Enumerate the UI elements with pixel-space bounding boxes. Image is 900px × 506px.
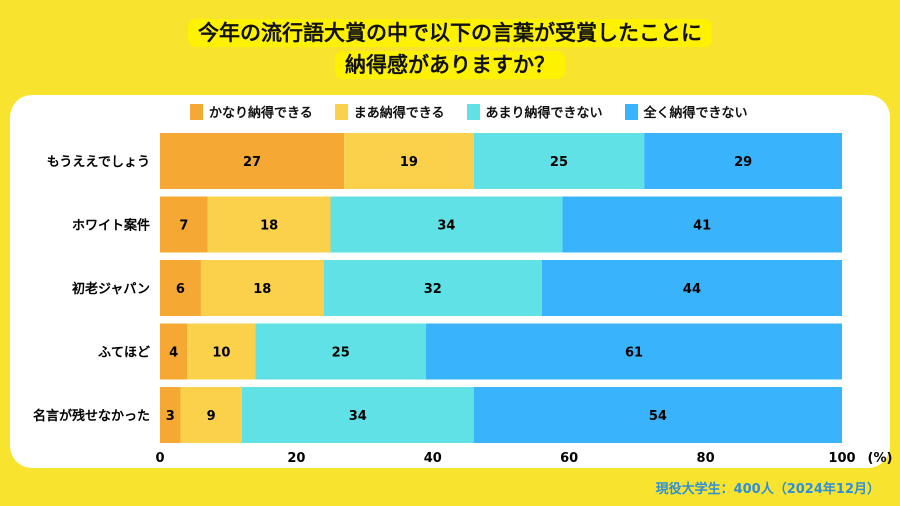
bar-segment [160,387,181,443]
bar-segment [180,387,242,443]
bar-segment [425,323,842,380]
x-tick-label: 20 [287,451,305,466]
bar-segment [160,260,201,316]
data-label: 4 [169,346,178,361]
legend-swatch [334,103,348,120]
category-label: もうええでしょう [47,155,150,170]
bar-segment [160,196,208,253]
legend-item: あまり納得できない [466,102,603,121]
legend-item: かなり納得できる [190,102,313,121]
legend-label: あまり納得できない [485,106,603,121]
bar-segment [562,196,842,253]
data-label: 18 [260,219,278,234]
bar-segment [200,260,324,316]
category-label: 名言が残せなかった [33,408,150,424]
data-label: 44 [683,282,701,297]
data-label: 9 [207,409,216,424]
bar-segment [323,260,542,316]
bar-segment [241,387,474,443]
chart-title-line2: 納得感がありますか？ [0,50,900,80]
legend-label: まあ納得できる [353,106,445,121]
data-label: 34 [349,409,367,424]
bar-segment [644,133,842,189]
legend-label: かなり納得できる [209,106,313,121]
legend-label: 全く納得できない [643,106,748,121]
x-tick-label: 80 [697,451,715,466]
data-label: 18 [253,282,271,297]
legend-swatch [466,103,480,120]
data-label: 6 [176,282,185,297]
bar-segment [473,133,645,189]
category-label: ふてほど [98,346,150,361]
chart-title-line1: 今年の流行語大賞の中で以下の言葉が受賞したことに [0,18,900,48]
legend-swatch [190,103,203,120]
bar-segment [473,387,842,443]
bar-segment [207,196,331,253]
data-label: 54 [649,409,667,424]
data-label: 29 [734,155,752,170]
category-label: 初老ジャパン [72,281,150,297]
x-unit-label: (%) [868,451,893,466]
legend: かなり納得できる まあ納得できる あまり納得できない 全く納得できない [190,102,748,121]
bar-segment [160,323,188,380]
data-label: 34 [437,219,455,234]
legend-swatch [624,103,638,120]
data-label: 27 [243,155,261,170]
data-label: 19 [400,155,418,170]
bar-segment [187,323,256,380]
data-label: 7 [179,219,188,234]
bar-segment [541,260,842,316]
x-tick-label: 100 [828,451,855,466]
legend-item: まあ納得できる [334,102,445,121]
data-label: 61 [625,346,643,361]
x-tick-label: 40 [424,451,442,466]
data-label: 25 [332,346,350,361]
data-label: 25 [550,155,568,170]
data-label: 32 [424,282,442,297]
data-label: 10 [212,346,230,361]
x-tick-label: 0 [155,451,164,466]
bar-segment [344,133,474,189]
category-label: ホワイト案件 [72,218,150,234]
legend-item: 全く納得できない [624,102,748,121]
data-label: 41 [693,219,711,234]
bar-segment [255,323,426,380]
bar-segment [330,196,563,253]
source-note: 現役大学生：400人（2024年12月） [655,482,880,497]
bar-segment [160,133,345,189]
x-tick-label: 60 [560,451,578,466]
data-label: 3 [166,409,175,424]
